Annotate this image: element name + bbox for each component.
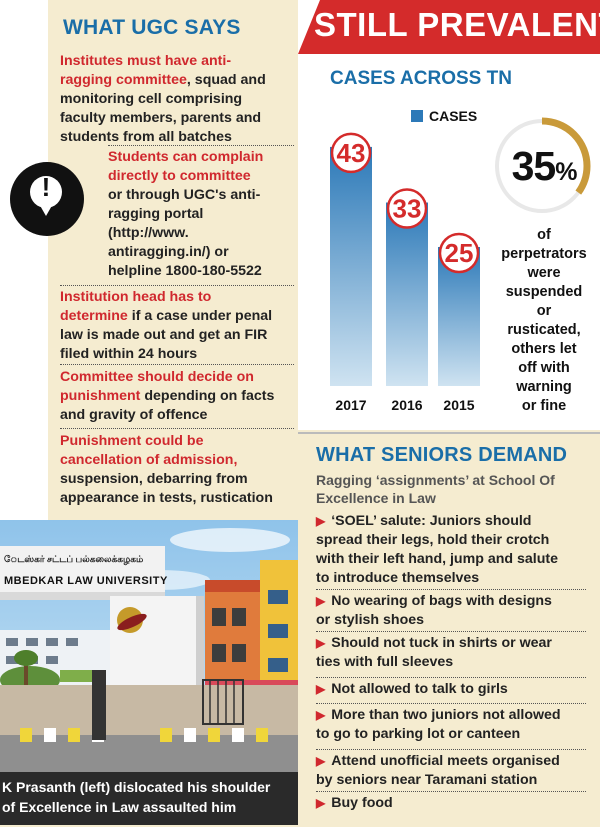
exclamation-mark: ! bbox=[41, 172, 51, 202]
percentage-description-line: suspended bbox=[505, 284, 583, 300]
seniors-item: ▶ Buy food bbox=[316, 795, 393, 811]
seniors-item: ▶ Not allowed to talk to girls bbox=[316, 681, 508, 697]
sign-english-text: MBEDKAR LAW UNIVERSITY bbox=[4, 575, 168, 587]
percentage-description-line: rusticated, bbox=[507, 322, 581, 338]
seniors-separator bbox=[316, 589, 586, 590]
percentage-description-line: were bbox=[527, 265, 561, 281]
seniors-item: ▶ Should not tuck in shirts or wear ties w… bbox=[316, 635, 552, 670]
ugc-separator bbox=[60, 285, 294, 286]
seniors-item: ▶ Attend unofficial meets organised by sen… bbox=[316, 753, 560, 788]
bar-value-label: 43 bbox=[337, 138, 366, 168]
legend-swatch bbox=[411, 110, 423, 122]
ugc-point: Institution head has to determine if a ca… bbox=[60, 289, 273, 362]
triangle-bullet-icon: ▶ bbox=[316, 636, 326, 650]
ring-fill-arc bbox=[493, 117, 591, 215]
seniors-separator bbox=[316, 703, 586, 704]
ugc-separator bbox=[108, 145, 294, 146]
category-label: 2015 bbox=[443, 397, 474, 413]
percentage-number: 35 bbox=[511, 143, 557, 189]
triangle-bullet-icon: ▶ bbox=[316, 708, 326, 722]
bar-value-circle bbox=[330, 132, 372, 174]
seniors-title: WHAT SENIORS DEMAND bbox=[316, 444, 568, 466]
seniors-subtitle-line: Excellence in Law bbox=[316, 490, 436, 506]
ugc-point: Punishment could be cancellation of admis… bbox=[60, 433, 273, 506]
category-label: 2017 bbox=[335, 397, 366, 413]
bar-2017 bbox=[330, 146, 372, 386]
percentage-description-line: or fine bbox=[521, 398, 567, 414]
percentage-value: 35% bbox=[496, 143, 592, 190]
percentage-description-line: of bbox=[537, 227, 551, 243]
seniors-item: ▶ No wearing of bags with designs or styli… bbox=[316, 593, 552, 628]
percentage-description: of perpetrators were suspended or rusticated,… bbox=[494, 226, 594, 416]
bar-value-label: 25 bbox=[445, 238, 474, 268]
seniors-separator bbox=[316, 791, 586, 792]
ugc-point: Committee should decide on punishment dep… bbox=[60, 369, 275, 423]
still-prevalent-panel: STILL PREVALENT CASES ACROSS TN 43 2017 33… bbox=[298, 0, 600, 430]
cases-bar-chart: 43 2017 33 2016 25 2015 CASES bbox=[330, 108, 480, 413]
percentage-ring bbox=[493, 117, 591, 215]
ugc-point: Institutes must have anti-ragging commit… bbox=[60, 53, 266, 145]
caption-line-2: of Excellence in Law assaulted him bbox=[2, 799, 237, 815]
ugc-panel: WHAT UGC SAYS Institutes must have anti-… bbox=[48, 0, 298, 520]
banner-title: STILL PREVALENT bbox=[314, 6, 600, 43]
seniors-item: ▶ ‘SOEL’ salute: Juniors should spread the… bbox=[316, 513, 558, 586]
bar-2016 bbox=[386, 202, 428, 386]
seniors-separator bbox=[316, 749, 586, 750]
seniors-separator bbox=[316, 631, 586, 632]
caption-line-1: K Prasanth (left) dislocated his shoulde… bbox=[2, 779, 271, 795]
legend-label: CASES bbox=[429, 108, 477, 124]
ugc-title: WHAT UGC SAYS bbox=[63, 16, 241, 39]
triangle-bullet-icon: ▶ bbox=[316, 754, 326, 768]
ugc-separator bbox=[60, 364, 294, 365]
seniors-demand-panel: WHAT SENIORS DEMAND Ragging ‘assignments… bbox=[298, 432, 600, 827]
percentage-description-line: or bbox=[536, 303, 552, 319]
left-margin-strip bbox=[0, 0, 50, 520]
ugc-separator bbox=[60, 428, 294, 429]
photo-caption: K Prasanth (left) dislocated his shoulde… bbox=[0, 772, 298, 825]
triangle-bullet-icon: ▶ bbox=[316, 796, 326, 810]
seniors-separator bbox=[316, 677, 586, 678]
triangle-bullet-icon: ▶ bbox=[316, 682, 326, 696]
percentage-description-line: others let bbox=[511, 341, 577, 357]
bar-value-circle bbox=[386, 188, 428, 229]
banner bbox=[298, 0, 600, 54]
banner-corner-cut bbox=[298, 0, 320, 54]
triangle-bullet-icon: ▶ bbox=[316, 594, 326, 608]
sign-tamil-text: ேடஸ்கர் சட்டப் பல்கலைக்கழகம் bbox=[4, 554, 144, 564]
bar-value-circle bbox=[438, 232, 480, 274]
speech-bubble-tail bbox=[38, 202, 54, 216]
triangle-bullet-icon: ▶ bbox=[316, 514, 326, 528]
percentage-description-line: warning bbox=[516, 379, 572, 395]
chart-title: CASES ACROSS TN bbox=[330, 68, 512, 89]
ugc-point: Students can complain directly to committ… bbox=[108, 149, 264, 279]
seniors-subtitle-line: Ragging ‘assignments’ at School Of bbox=[316, 472, 555, 488]
bar-value-label: 33 bbox=[393, 194, 422, 224]
seniors-item: ▶ More than two juniors not allowed to go … bbox=[316, 707, 561, 742]
percentage-unit: % bbox=[555, 158, 577, 186]
percentage-description-line: off with bbox=[518, 360, 570, 376]
percentage-description-line: perpetrators bbox=[501, 246, 587, 262]
seniors-subtitle: Ragging ‘assignments’ at School Of Excell… bbox=[316, 471, 586, 507]
category-label: 2016 bbox=[391, 397, 422, 413]
